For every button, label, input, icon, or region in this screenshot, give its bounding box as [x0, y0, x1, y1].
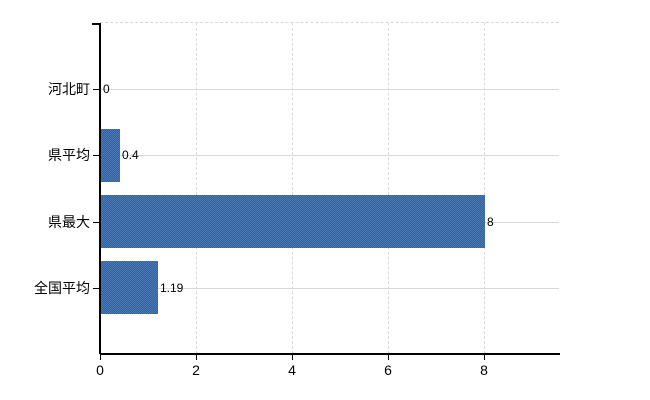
x-tick-label: 8 [480, 362, 488, 378]
y-axis-top-cap [92, 23, 100, 25]
bar-value-label: 0 [103, 82, 110, 96]
y-axis-line [99, 23, 101, 354]
y-axis-tick [93, 155, 100, 156]
category-gridline [100, 288, 559, 289]
category-label: 県平均 [48, 147, 90, 163]
x-axis-tick [388, 354, 389, 360]
bar-value-label: 0.4 [122, 148, 139, 162]
x-axis-line [100, 353, 560, 355]
category-label: 県最大 [48, 214, 90, 230]
x-axis-tick [100, 354, 101, 360]
x-gridline [484, 23, 486, 354]
category-gridline [100, 155, 559, 156]
x-tick-label: 2 [192, 362, 200, 378]
bar-value-label: 1.19 [160, 281, 184, 295]
x-tick-label: 6 [384, 362, 392, 378]
bar [101, 261, 158, 314]
y-axis-tick [93, 222, 100, 223]
x-tick-label: 0 [96, 362, 104, 378]
category-label: 全国平均 [34, 280, 90, 296]
y-axis-tick [93, 89, 100, 90]
bar [101, 129, 120, 182]
x-gridline [388, 23, 390, 354]
bar [101, 195, 485, 248]
x-axis-tick [196, 354, 197, 360]
category-gridline [100, 89, 559, 90]
x-axis-tick [292, 354, 293, 360]
plot-top-border [100, 22, 559, 23]
category-label: 河北町 [48, 81, 90, 97]
bar-value-label: 8 [487, 215, 494, 229]
x-axis-tick [484, 354, 485, 360]
y-axis-tick [93, 288, 100, 289]
x-tick-label: 4 [288, 362, 296, 378]
x-gridline [292, 23, 294, 354]
x-gridline [196, 23, 198, 354]
